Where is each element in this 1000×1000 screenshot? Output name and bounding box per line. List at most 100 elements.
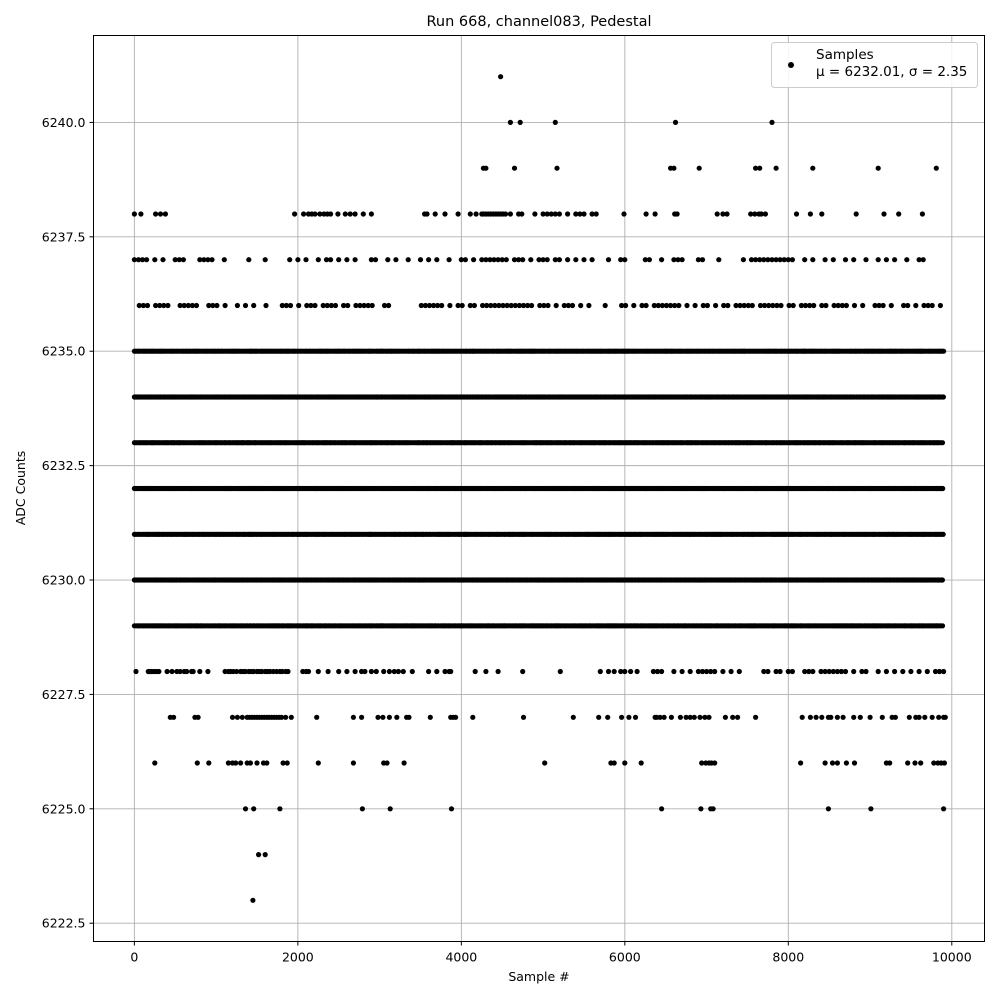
data-point [851, 714, 857, 720]
data-point [239, 714, 245, 720]
sample-points [131, 74, 948, 903]
data-point [716, 257, 722, 263]
data-point [422, 302, 428, 309]
data-point [823, 302, 829, 309]
data-point [511, 257, 518, 263]
data-point [553, 302, 559, 309]
data-point [925, 302, 931, 309]
data-point [916, 668, 922, 675]
x-tick-label: 6000 [609, 950, 641, 965]
data-point [359, 806, 365, 812]
x-axis-label: Sample # [508, 969, 569, 984]
data-point [622, 668, 628, 675]
data-point [920, 257, 926, 263]
data-point [434, 257, 440, 263]
data-point [446, 257, 452, 263]
data-point [292, 211, 298, 217]
data-point [288, 714, 294, 720]
data-point [176, 257, 182, 263]
data-point [301, 211, 307, 217]
data-point [936, 668, 943, 675]
data-point [181, 302, 187, 309]
data-point [528, 257, 534, 263]
data-point [789, 668, 796, 675]
data-point [802, 257, 808, 263]
data-point [171, 714, 177, 720]
data-point [602, 302, 608, 309]
data-point [826, 668, 832, 675]
data-point [277, 806, 283, 812]
data-point [467, 211, 473, 217]
data-point [631, 302, 637, 309]
data-point [593, 211, 599, 217]
data-point [448, 806, 455, 812]
data-point [872, 302, 878, 309]
data-point [639, 302, 645, 309]
data-point [552, 257, 558, 263]
y-tick-label: 6230.0 [42, 573, 86, 588]
data-point [520, 302, 527, 309]
data-point [813, 714, 819, 720]
data-point [133, 668, 139, 675]
data-point [699, 668, 706, 675]
data-point [941, 668, 947, 675]
data-point [769, 119, 775, 125]
data-point [900, 668, 906, 675]
data-point [426, 257, 432, 263]
data-point [391, 668, 397, 675]
data-point [940, 485, 946, 492]
data-point [851, 257, 857, 263]
data-point [901, 302, 907, 309]
data-point [448, 668, 454, 675]
y-tick-label: 6222.5 [42, 916, 86, 931]
data-point [193, 302, 200, 309]
data-point [929, 302, 935, 309]
data-point [668, 302, 674, 309]
data-point [131, 211, 137, 217]
data-point [210, 302, 216, 309]
data-point [802, 668, 808, 675]
data-point [683, 714, 689, 720]
x-tick-label: 10000 [932, 950, 972, 965]
data-point [442, 668, 448, 675]
data-point [545, 302, 551, 309]
data-point [672, 119, 679, 125]
data-point [264, 760, 270, 766]
data-point [285, 668, 291, 675]
data-point [483, 257, 489, 263]
data-point [818, 668, 824, 675]
data-point [933, 165, 939, 171]
data-point [165, 302, 171, 309]
data-point [350, 760, 356, 766]
data-point [387, 806, 393, 812]
data-point [479, 257, 485, 263]
data-point [352, 668, 358, 675]
data-point [842, 257, 849, 263]
data-point [733, 302, 739, 309]
data-point [359, 714, 365, 720]
x-tick-label: 2000 [282, 950, 314, 965]
data-point [699, 760, 705, 766]
data-point [577, 211, 583, 217]
data-point [386, 668, 392, 675]
data-point [773, 257, 779, 263]
data-point [596, 714, 602, 720]
data-point [350, 714, 356, 720]
data-point [537, 302, 543, 309]
data-point [544, 257, 550, 263]
data-point [880, 302, 886, 309]
data-point [924, 668, 930, 675]
data-point [834, 760, 841, 766]
data-point [342, 211, 348, 217]
y-axis-label: ADC Counts [13, 451, 28, 526]
data-point [679, 668, 685, 675]
data-point [811, 302, 817, 309]
data-point [432, 211, 438, 217]
data-point [888, 302, 894, 309]
data-point [320, 302, 326, 309]
data-point [939, 440, 946, 446]
x-tick-label: 8000 [772, 950, 804, 965]
data-point [708, 668, 714, 675]
data-point [766, 302, 772, 309]
data-point [488, 302, 494, 309]
